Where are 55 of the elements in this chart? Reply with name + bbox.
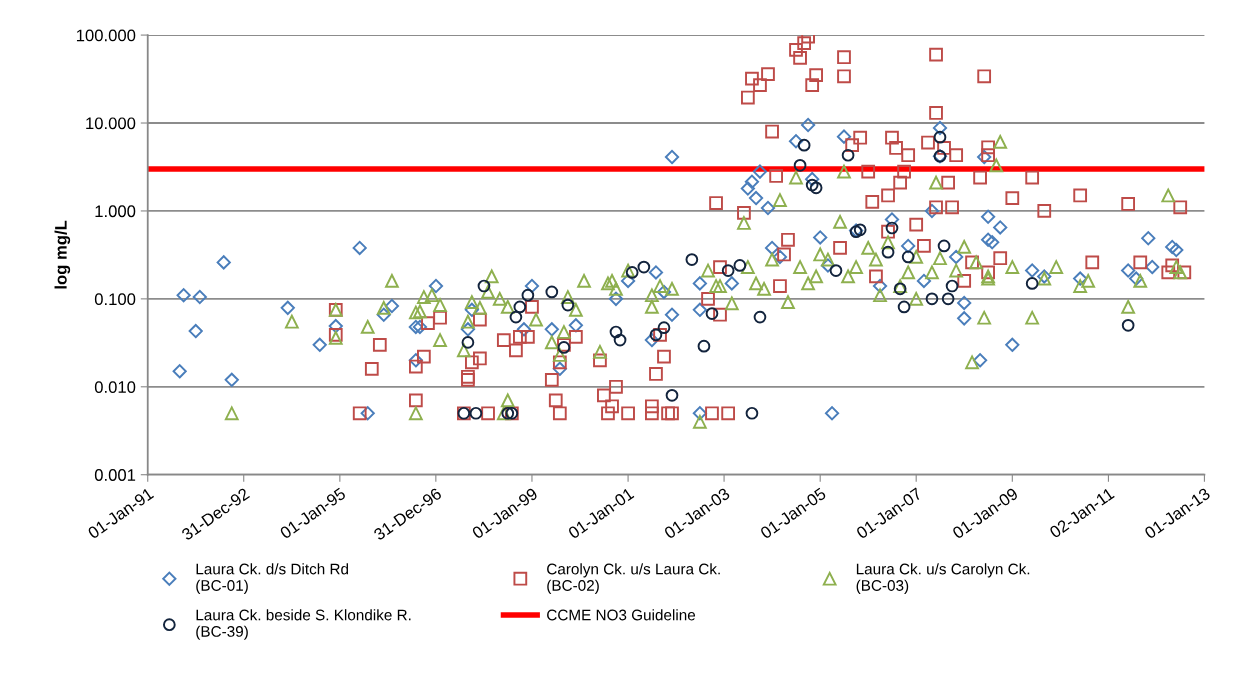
point xyxy=(697,339,711,353)
point xyxy=(609,325,623,339)
point xyxy=(893,282,907,296)
point xyxy=(513,300,527,314)
point xyxy=(901,250,915,264)
point xyxy=(613,333,627,347)
point xyxy=(477,279,491,293)
point xyxy=(733,259,747,272)
point xyxy=(853,223,867,237)
point xyxy=(557,341,571,354)
y-tick-label: 0.100 xyxy=(94,293,136,306)
point xyxy=(545,285,559,299)
y-tick-label: 0.010 xyxy=(94,381,136,393)
point xyxy=(933,130,947,144)
point xyxy=(881,245,895,259)
point xyxy=(793,159,807,172)
point xyxy=(809,181,823,195)
point xyxy=(705,307,719,320)
y-tick-label: 10.000 xyxy=(86,117,136,130)
point xyxy=(509,310,523,324)
point xyxy=(897,300,911,314)
point xyxy=(753,310,767,324)
y-tick-label: 0.001 xyxy=(94,469,136,481)
point xyxy=(945,279,959,293)
point xyxy=(797,138,811,152)
legend-label: Laura Ck. beside S. Klondike R. (BC-39) xyxy=(196,609,411,640)
point xyxy=(561,298,575,312)
point xyxy=(685,253,699,266)
point xyxy=(521,288,535,302)
point xyxy=(805,178,819,192)
point xyxy=(469,406,483,420)
legend-label: CCME NO3 Guideline xyxy=(547,609,696,621)
point xyxy=(657,321,671,335)
point xyxy=(649,328,663,342)
point xyxy=(637,260,651,274)
legend-label: Carolyn Ck. u/s Laura Ck. (BC-02) xyxy=(547,563,720,594)
point xyxy=(829,264,843,277)
point xyxy=(885,221,899,235)
y-tick-label: 1.000 xyxy=(95,205,136,218)
point xyxy=(941,292,955,306)
point xyxy=(937,239,951,253)
point xyxy=(1025,277,1039,290)
y-tick-label: 100.000 xyxy=(76,29,136,42)
point xyxy=(501,406,515,420)
point xyxy=(625,266,639,279)
point xyxy=(665,388,679,402)
point xyxy=(1121,318,1135,332)
point xyxy=(841,148,855,162)
y-axis-title: log mg/L xyxy=(54,220,71,289)
point xyxy=(721,264,735,277)
point xyxy=(461,336,475,349)
point xyxy=(925,292,939,306)
legend-label: Laura Ck. d/s Ditch Rd (BC-01) xyxy=(196,563,349,594)
point xyxy=(745,406,759,420)
legend-label: Laura Ck. u/s Carolyn Ck. (BC-03) xyxy=(856,563,1030,594)
